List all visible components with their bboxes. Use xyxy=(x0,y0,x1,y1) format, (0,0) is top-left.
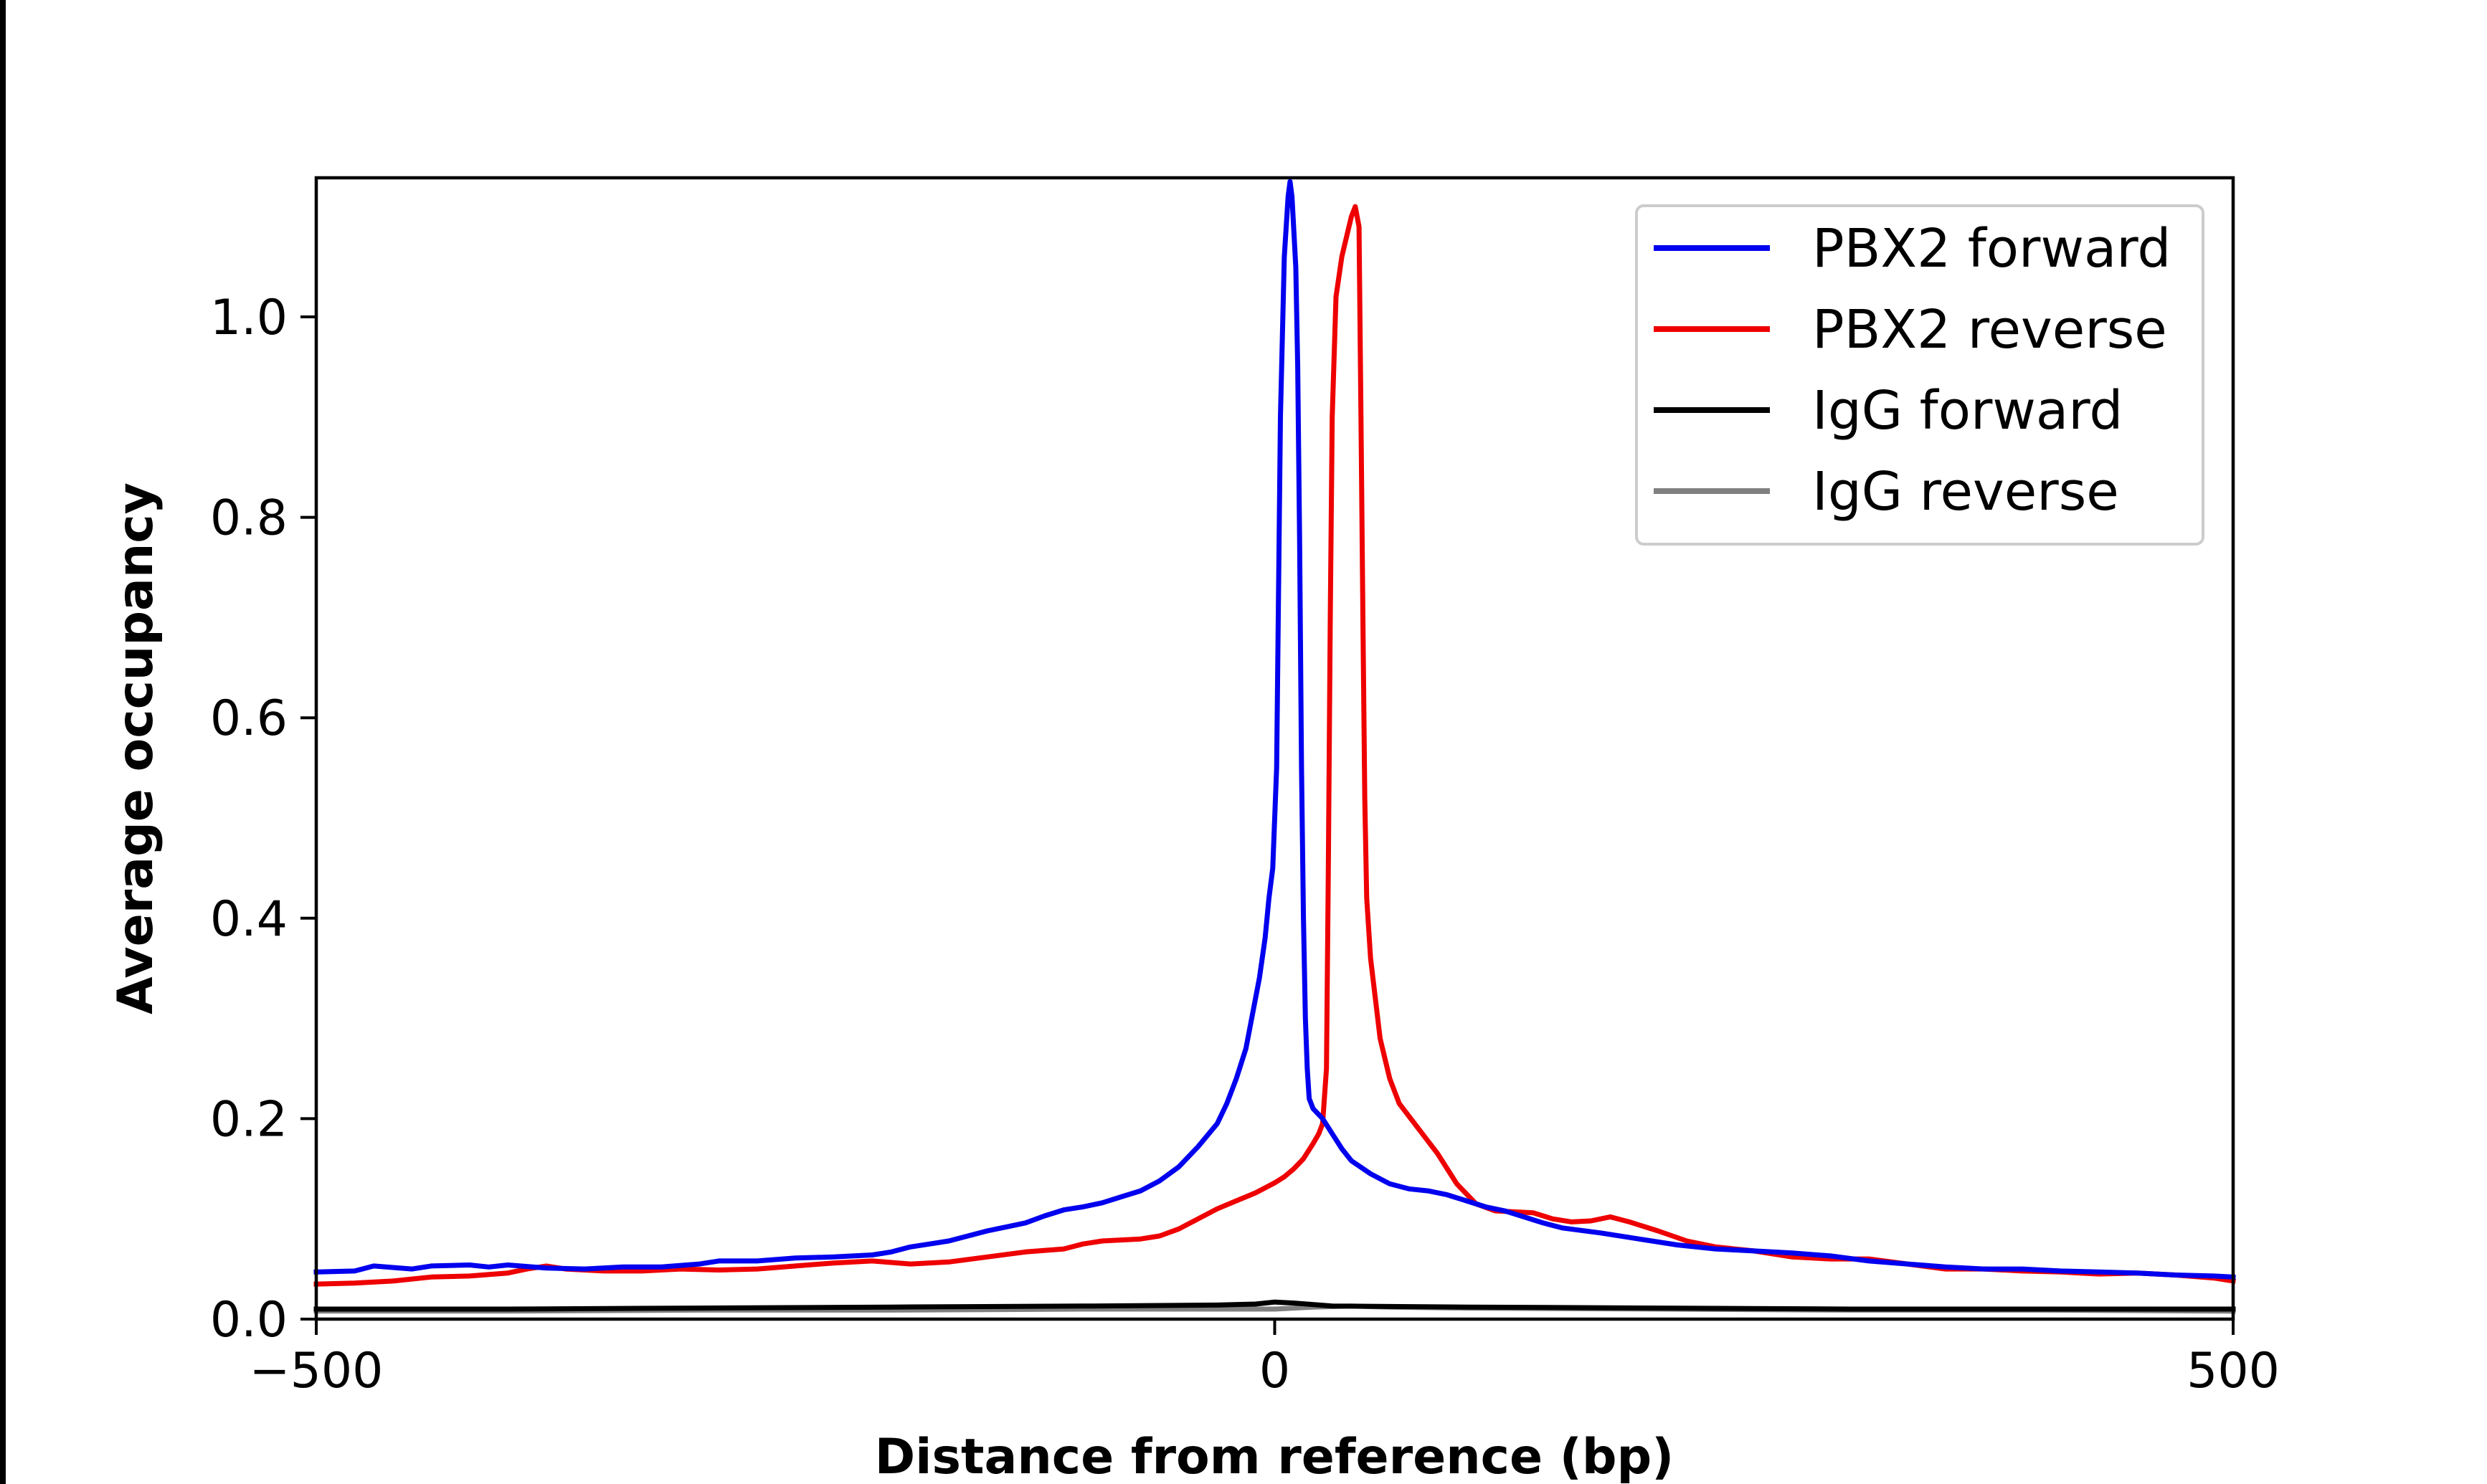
x-tick-label: 0 xyxy=(1259,1343,1290,1399)
y-tick-label: 0.6 xyxy=(210,690,288,747)
y-tick-label: 0.4 xyxy=(210,891,288,948)
left-edge-bar xyxy=(0,0,6,1484)
legend-label: IgG forward xyxy=(1812,380,2123,442)
x-tick-label: −500 xyxy=(250,1343,384,1399)
x-axis-title: Distance from reference (bp) xyxy=(875,1429,1674,1484)
y-axis-title: Average occupancy xyxy=(108,482,164,1014)
plot-frame xyxy=(314,176,2235,1321)
y-tick-label: 0.0 xyxy=(210,1292,288,1349)
x-tick-label: 500 xyxy=(2187,1343,2280,1399)
legend-label: PBX2 forward xyxy=(1812,218,2171,280)
series-line-3 xyxy=(313,1299,2236,1312)
legend: PBX2 forward PBX2 reverse IgG forward IgG r… xyxy=(1635,204,2204,546)
y-tick-label: 1.0 xyxy=(210,290,288,346)
y-tick-label: 0.8 xyxy=(210,490,288,547)
legend-label: PBX2 reverse xyxy=(1812,299,2167,361)
y-tick-label: 0.2 xyxy=(210,1091,288,1148)
legend-box xyxy=(1635,204,2204,546)
legend-entries: PBX2 forward PBX2 reverse IgG forward IgG r… xyxy=(1654,218,2171,523)
series-layer xyxy=(313,179,2237,1314)
legend-label: IgG reverse xyxy=(1812,461,2119,523)
series-line-1 xyxy=(313,179,2236,1280)
tick-layer: −500 0 500 0.0 0.2 0.4 0.6 0.8 1.0 xyxy=(210,290,2280,1399)
